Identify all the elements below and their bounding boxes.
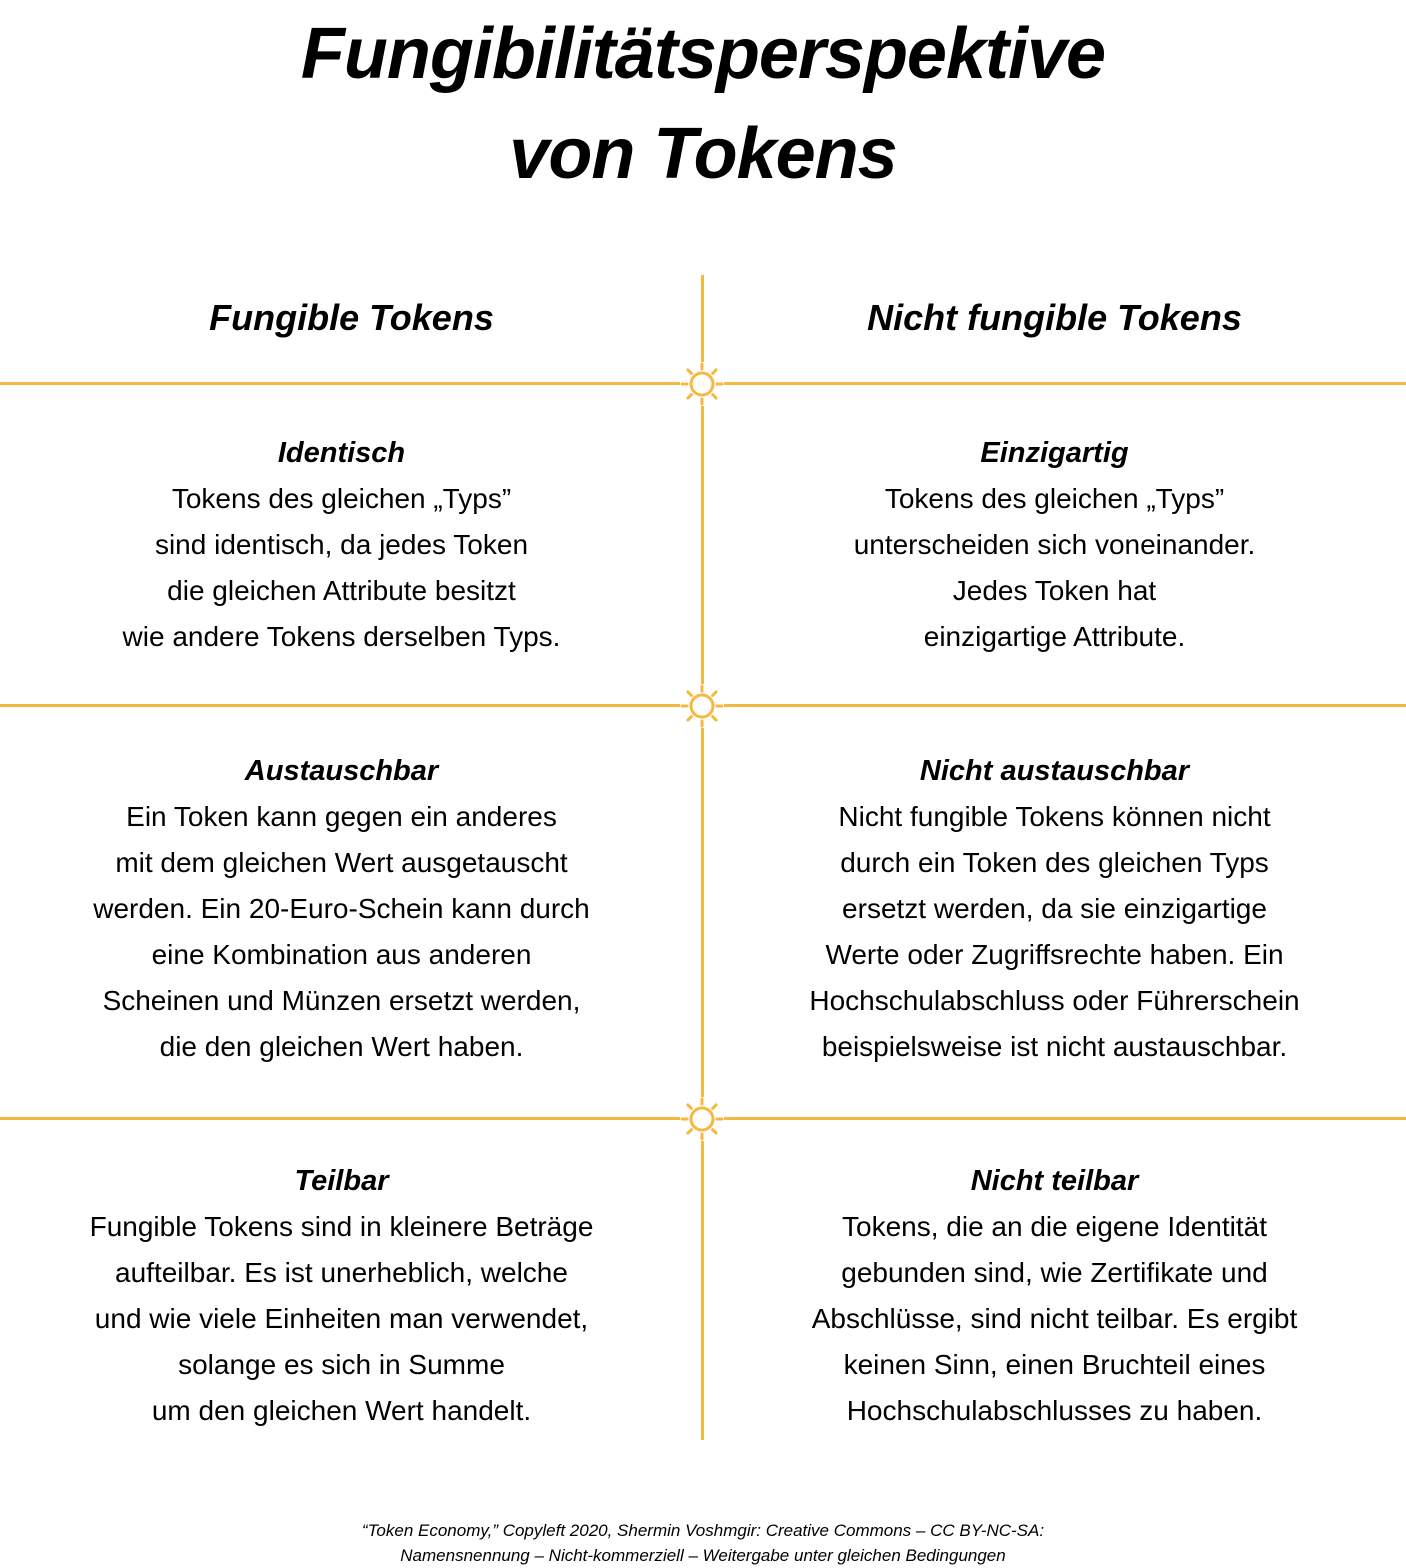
- cell-heading: Identisch: [277, 437, 406, 469]
- cell-teilbar: Teilbar Fungible Tokens sind in kleinere…: [0, 1158, 693, 1434]
- column-heading-fungible: Fungible Tokens: [209, 297, 494, 338]
- title-line-2: von Tokens: [509, 114, 897, 194]
- cell-heading: Nicht austauschbar: [919, 755, 1190, 787]
- vertical-divider: [701, 275, 704, 1440]
- cell-text: Nicht fungible Tokens können nicht durch…: [809, 801, 1300, 1062]
- sun-icon: [680, 1097, 724, 1141]
- title-line-1: Fungibilitätsperspektive: [300, 14, 1106, 94]
- footer-line-1: “Token Economy,” Copyleft 2020, Shermin …: [361, 1521, 1045, 1540]
- sun-icon: [680, 684, 724, 728]
- sun-icon: [680, 362, 724, 406]
- cell-nicht-teilbar: Nicht teilbar Tokens, die an die eigene …: [703, 1158, 1406, 1434]
- cell-heading: Nicht teilbar: [970, 1165, 1139, 1197]
- cell-einzigartig: Einzigartig Tokens des gleichen „Typs” u…: [703, 430, 1406, 660]
- page-title: Fungibilitätsperspektive von Tokens: [0, 4, 1406, 204]
- cell-heading: Teilbar: [294, 1165, 389, 1197]
- cell-heading: Einzigartig: [980, 437, 1129, 469]
- cell-nicht-austauschbar: Nicht austauschbar Nicht fungible Tokens…: [703, 748, 1406, 1070]
- cell-text: Ein Token kann gegen ein anderes mit dem…: [93, 801, 590, 1062]
- cell-text: Fungible Tokens sind in kleinere Beträge…: [89, 1211, 594, 1426]
- cell-text: Tokens des gleichen „Typs” unterscheiden…: [853, 483, 1256, 652]
- cell-text: Tokens, die an die eigene Identität gebu…: [811, 1211, 1298, 1426]
- column-heading-non-fungible: Nicht fungible Tokens: [867, 297, 1242, 338]
- cell-identisch: Identisch Tokens des gleichen „Typs” sin…: [0, 430, 693, 660]
- copyright-footer: “Token Economy,” Copyleft 2020, Shermin …: [0, 1518, 1406, 1568]
- cell-heading: Austauschbar: [244, 755, 439, 787]
- footer-line-2: Namensnennung – Nicht-kommerziell – Weit…: [400, 1546, 1006, 1565]
- cell-text: Tokens des gleichen „Typs” sind identisc…: [122, 483, 561, 652]
- cell-austauschbar: Austauschbar Ein Token kann gegen ein an…: [0, 748, 693, 1070]
